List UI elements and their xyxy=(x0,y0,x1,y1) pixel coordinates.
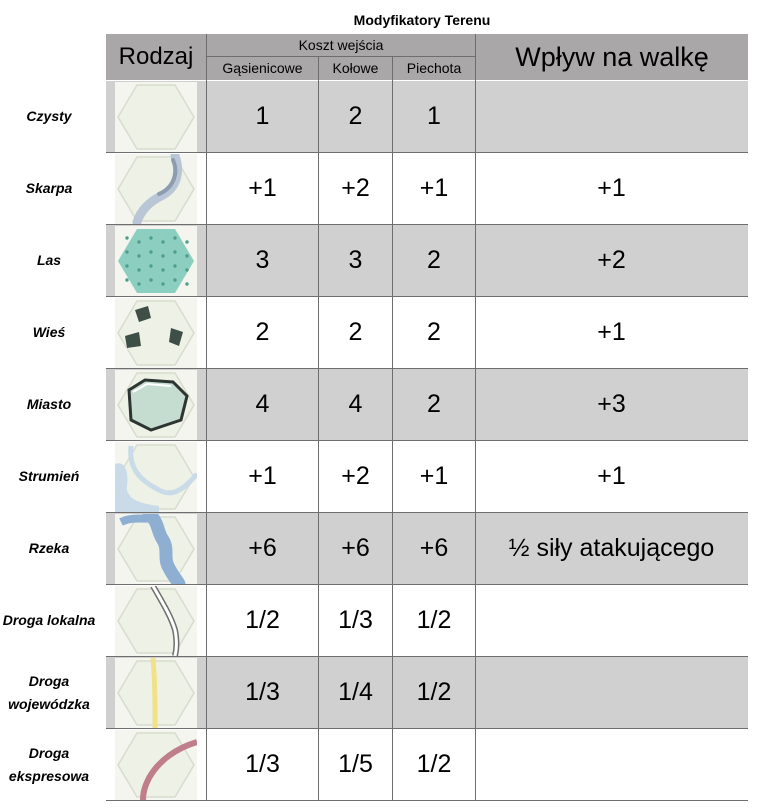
combat-effect: ½ siły atakującego xyxy=(508,534,715,562)
combat-effect: +1 xyxy=(597,174,626,202)
combat-effect xyxy=(476,585,747,656)
column-divider xyxy=(206,34,207,80)
row-divider xyxy=(106,656,748,657)
row-divider xyxy=(106,584,748,585)
terrain-name: Rzeka xyxy=(28,540,70,556)
table-row: Las 3 3 2 +2 xyxy=(0,225,748,296)
combat-effect xyxy=(476,729,747,800)
cost-gasienicowe: 1/3 xyxy=(245,678,280,706)
cost-kolowe: +2 xyxy=(341,462,370,490)
combat-effect: +2 xyxy=(597,246,626,274)
city-icon xyxy=(115,369,197,440)
row-divider xyxy=(106,440,748,441)
terrain-name: Skarpa xyxy=(25,180,73,196)
cost-kolowe: 2 xyxy=(348,102,363,130)
header-rodzaj: Rodzaj xyxy=(106,34,206,80)
row-divider xyxy=(106,296,748,297)
cost-gasienicowe: 3 xyxy=(255,246,270,274)
header-wplyw-na-walke: Wpływ na walkę xyxy=(476,34,748,80)
cost-piechota: 2 xyxy=(427,390,441,418)
terrain-name: Miasto xyxy=(26,396,72,412)
table-row: Wieś 2 2 2 +1 xyxy=(0,297,748,368)
column-divider xyxy=(318,57,319,801)
table-row: Droga wojewódzka 1/3 1/4 1/2 xyxy=(0,657,748,728)
row-divider xyxy=(106,224,748,225)
expressway-icon xyxy=(115,729,197,800)
cost-gasienicowe: 1 xyxy=(255,102,270,130)
terrain-name: Droga lokalna xyxy=(2,612,96,628)
table-row: Skarpa +1 +2 +1 +1 xyxy=(0,153,748,224)
terrain-name: Droga ekspresowa xyxy=(8,744,90,784)
cost-kolowe: 1/4 xyxy=(338,678,373,706)
cost-piechota: 1/2 xyxy=(416,750,452,778)
regional-road-icon xyxy=(115,657,197,728)
header-gasienicowe: Gąsienicowe xyxy=(207,57,318,80)
terrain-name: Las xyxy=(36,252,62,268)
row-divider xyxy=(207,56,475,57)
combat-effect: +1 xyxy=(597,318,626,346)
table-row: Miasto 4 4 2 +3 xyxy=(0,369,748,440)
row-divider xyxy=(106,800,748,801)
terrain-name: Strumień xyxy=(18,468,80,484)
cost-kolowe: +6 xyxy=(341,534,370,562)
cost-gasienicowe: +1 xyxy=(248,174,277,202)
terrain-name: Wieś xyxy=(32,324,66,340)
cost-kolowe: 1/5 xyxy=(338,750,373,778)
combat-effect: +3 xyxy=(597,390,626,418)
local-road-icon xyxy=(115,585,197,656)
cost-piechota: +1 xyxy=(419,174,449,202)
cost-gasienicowe: 2 xyxy=(255,318,270,346)
cost-kolowe: +2 xyxy=(341,174,370,202)
row-divider xyxy=(106,152,748,153)
table-row: Czysty 1 2 1 xyxy=(0,81,748,152)
cost-kolowe: 1/3 xyxy=(338,606,373,634)
terrain-name: Czysty xyxy=(26,108,72,124)
cost-gasienicowe: 1/3 xyxy=(245,750,280,778)
row-background xyxy=(106,225,748,296)
terrain-name: Droga wojewódzka xyxy=(8,672,90,712)
forest-icon xyxy=(115,225,197,296)
row-background xyxy=(106,657,748,728)
cost-kolowe: 4 xyxy=(348,390,363,418)
row-background xyxy=(106,513,748,584)
column-divider xyxy=(475,34,476,801)
header-koszt-wejscia: Koszt wejścia xyxy=(207,34,475,56)
cost-piechota: +6 xyxy=(419,534,449,562)
table-row: Droga ekspresowa 1/3 1/5 1/2 xyxy=(0,729,748,800)
escarpment-icon xyxy=(115,153,197,224)
cost-gasienicowe: 4 xyxy=(255,390,270,418)
combat-effect xyxy=(476,81,747,152)
table-row: Rzeka +6 +6 +6 ½ siły atakującego xyxy=(0,513,748,584)
cost-piechota: 1 xyxy=(427,102,441,130)
header-kolowe: Kołowe xyxy=(319,57,392,80)
combat-effect: +1 xyxy=(597,462,626,490)
cost-gasienicowe: +1 xyxy=(248,462,277,490)
cost-piechota: 2 xyxy=(427,246,441,274)
row-divider xyxy=(106,368,748,369)
cost-kolowe: 3 xyxy=(348,246,363,274)
cost-gasienicowe: 1/2 xyxy=(245,606,280,634)
column-divider xyxy=(392,57,393,801)
village-icon xyxy=(115,297,197,368)
cost-gasienicowe: +6 xyxy=(248,534,277,562)
cost-piechota: 1/2 xyxy=(416,678,452,706)
table-row: Strumień +1 +2 +1 +1 xyxy=(0,441,748,512)
stream-icon xyxy=(115,441,197,512)
cost-piechota: 2 xyxy=(427,318,441,346)
clear-terrain-icon xyxy=(115,81,197,152)
river-icon xyxy=(115,513,197,584)
combat-effect xyxy=(476,657,747,728)
row-background xyxy=(106,81,748,152)
cost-kolowe: 2 xyxy=(348,318,363,346)
cost-piechota: 1/2 xyxy=(416,606,452,634)
row-divider xyxy=(106,512,748,513)
column-divider xyxy=(206,34,207,801)
table-title: Modyfikatory Terenu xyxy=(353,12,491,28)
header-piechota: Piechota xyxy=(393,57,475,80)
row-divider xyxy=(106,728,748,729)
table-row: Droga lokalna 1/2 1/3 1/2 xyxy=(0,585,748,656)
row-background xyxy=(106,369,748,440)
cost-piechota: +1 xyxy=(419,462,449,490)
